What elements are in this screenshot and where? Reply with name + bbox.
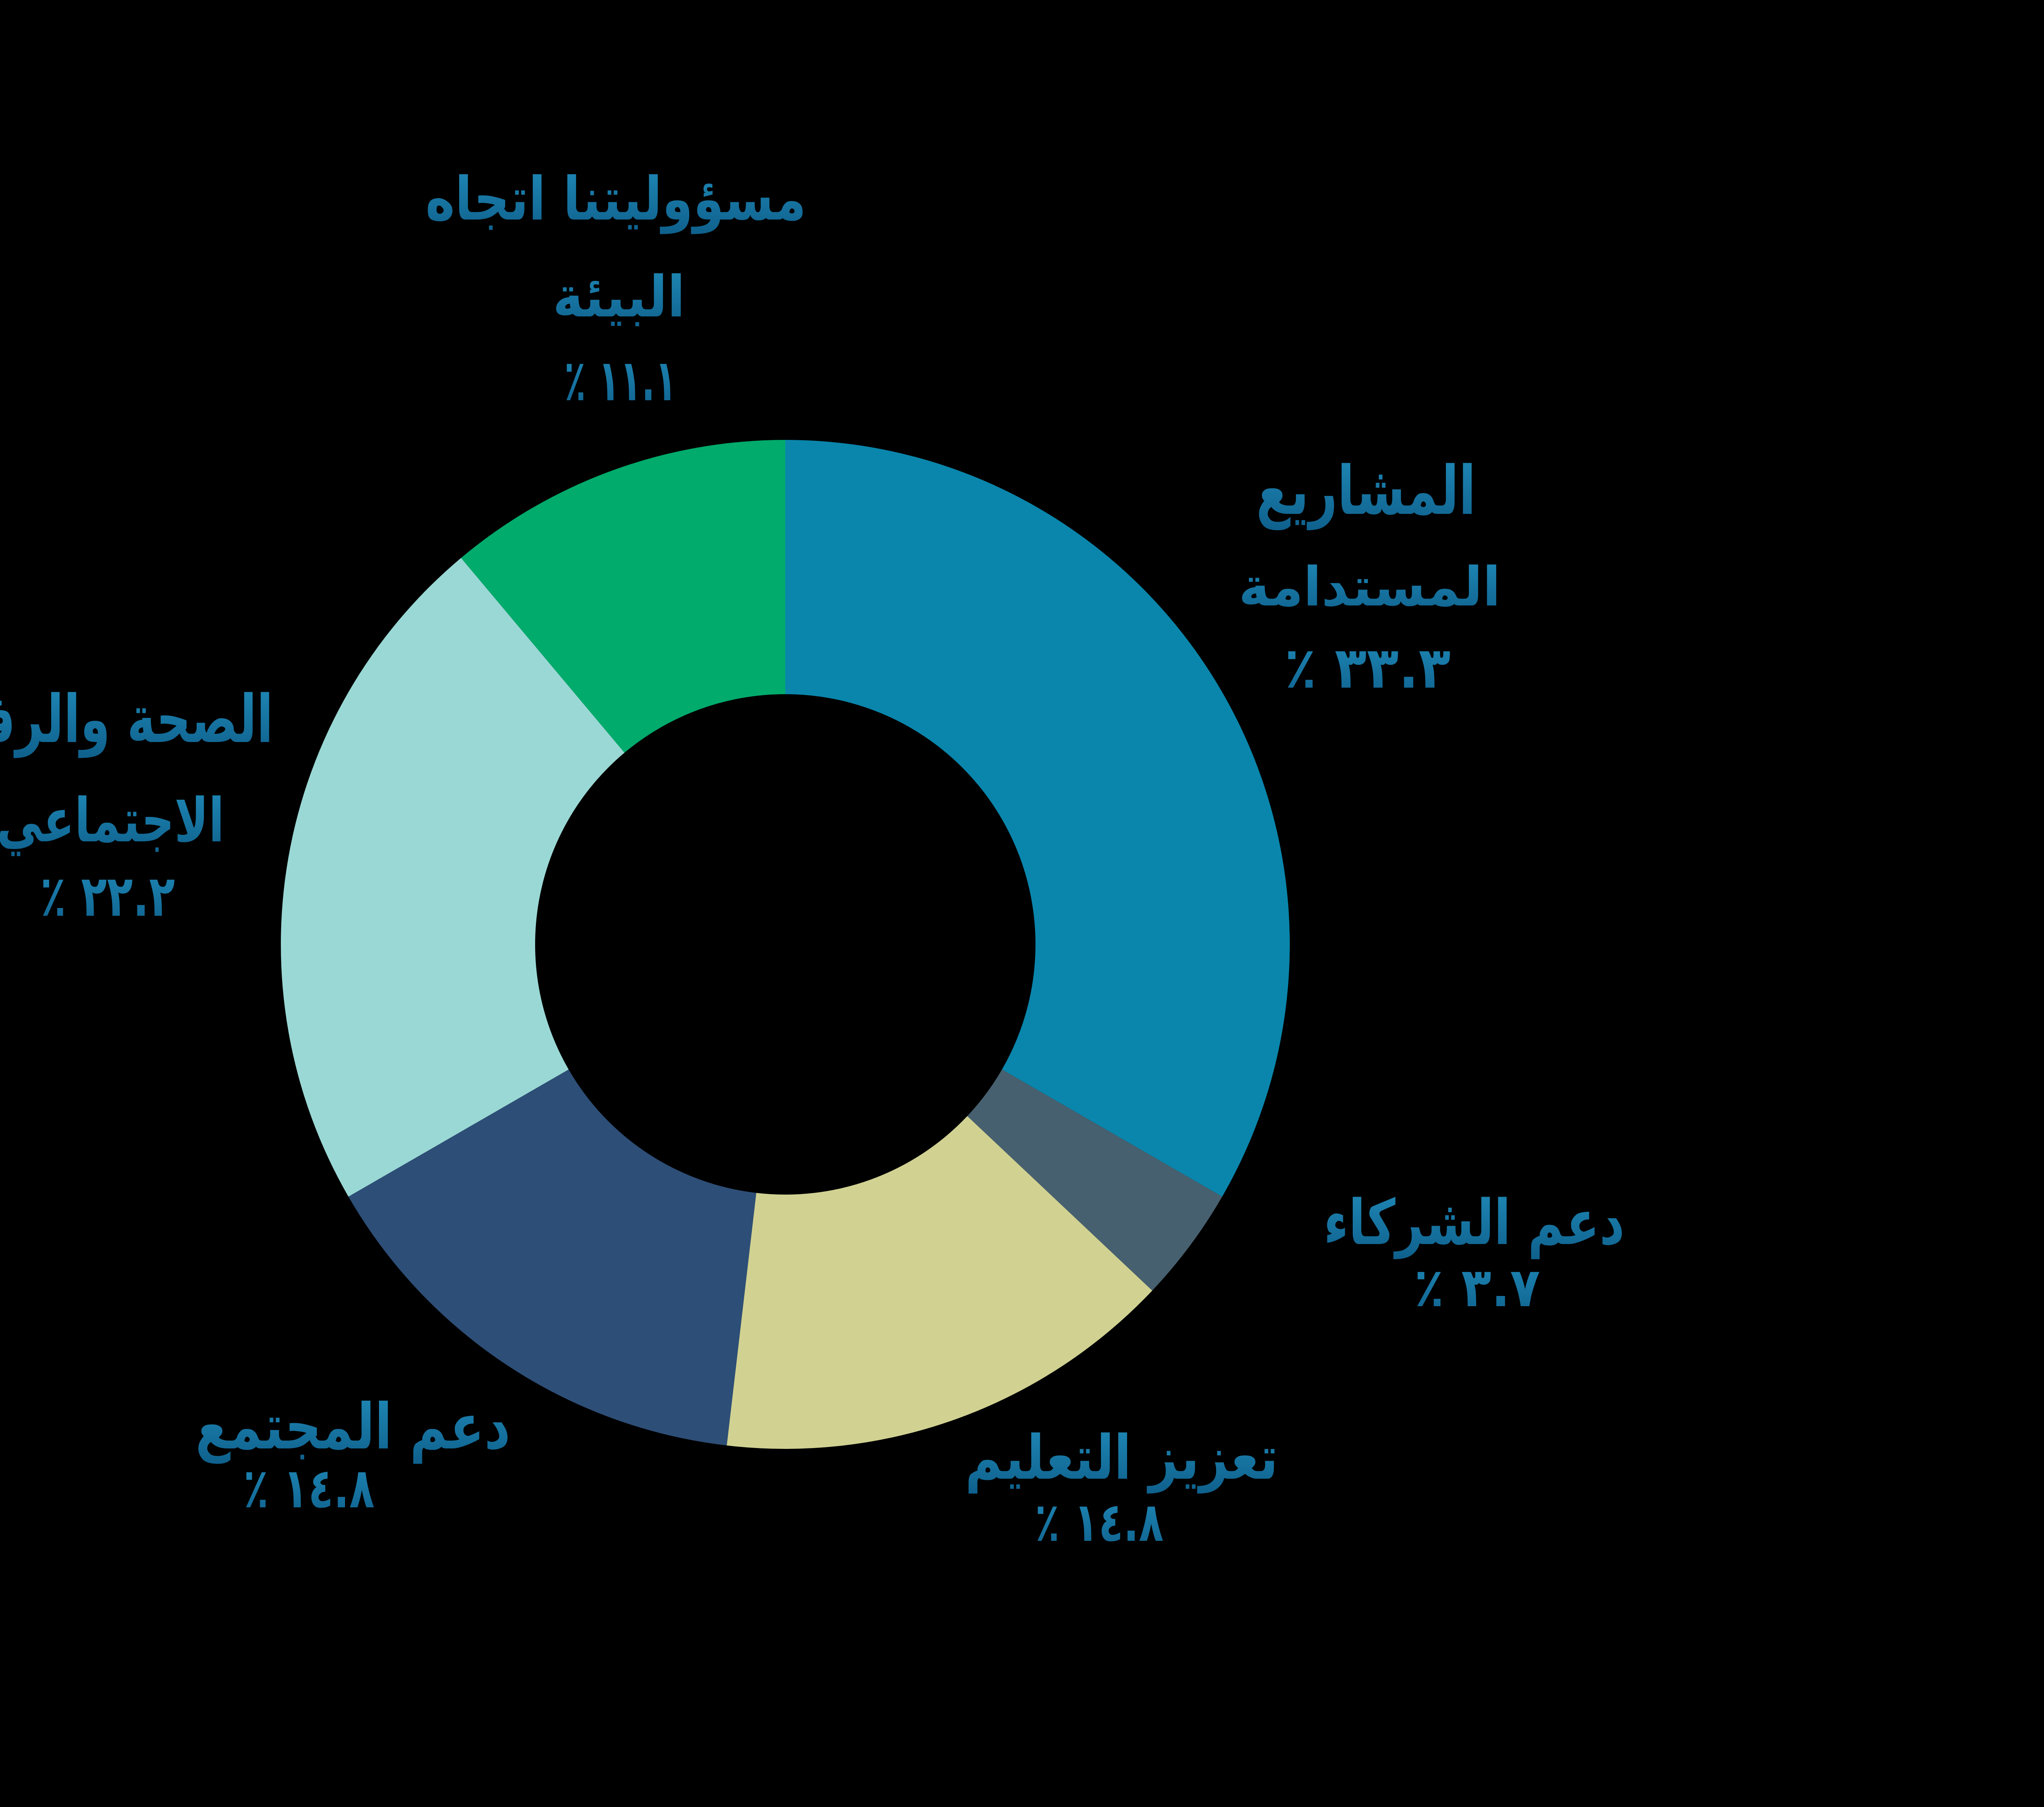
label-partner-support-line-1: دعم الشركاء [1324, 1192, 1625, 1263]
value-sustainable-projects: ٣٣.٣ ٪ [1284, 640, 1450, 706]
label-environment-responsibility-line-1: مسؤوليتنا اتجاه [426, 169, 807, 238]
label-sustainable-projects-line-2: المستدامة [1239, 560, 1501, 622]
label-health-social-welfare-line-2: الاجتماعي [0, 790, 224, 860]
label-education-promotion-line-1: تعزيز التعليم [965, 1428, 1278, 1498]
slice-health-social-welfare[interactable] [280, 558, 625, 1197]
donut-segments [280, 440, 1290, 1449]
slice-education-promotion[interactable] [726, 1116, 1152, 1449]
label-sustainable-projects-line-1: المشاريع [1256, 457, 1475, 535]
label-health-social-welfare-line-1: الصحة والرفاه [0, 686, 273, 762]
value-community-support: ١٤.٨ ٪ [243, 1461, 374, 1524]
value-partner-support: ٣.٧ ٪ [1414, 1261, 1540, 1323]
slice-sustainable-projects[interactable] [785, 440, 1290, 1197]
label-environment-responsibility-line-2: البيئة [553, 269, 685, 334]
slice-partner-support[interactable] [967, 1069, 1222, 1291]
label-community-support-line-1: دعم المجتمع [195, 1395, 510, 1468]
value-health-social-welfare: ٢٢.٢ ٪ [40, 868, 175, 933]
value-education-promotion: ١٤.٨ ٪ [1035, 1495, 1163, 1558]
value-environment-responsibility: ١١.١ ٪ [564, 352, 677, 418]
slice-environment-responsibility[interactable] [461, 440, 785, 753]
slice-community-support[interactable] [348, 1069, 756, 1446]
